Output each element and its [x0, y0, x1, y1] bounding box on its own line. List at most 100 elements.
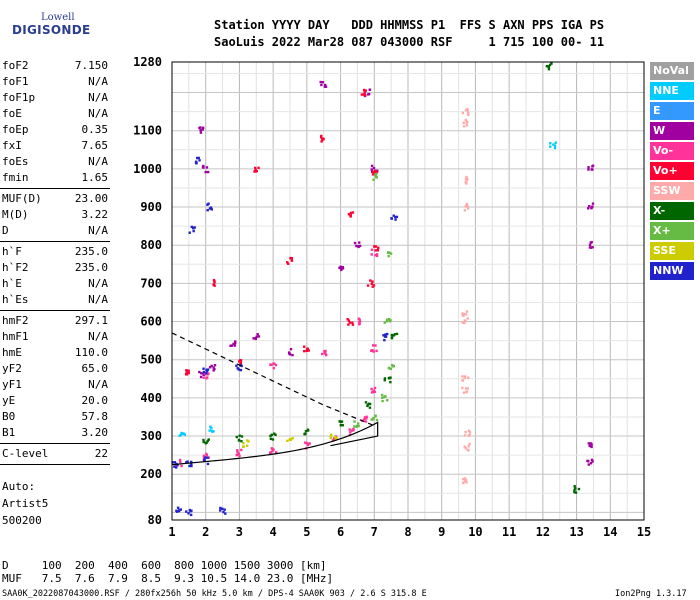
- data-point-w: [586, 459, 589, 463]
- data-point-vo-: [240, 448, 243, 452]
- auto-version: 500200: [2, 514, 42, 527]
- data-point-nnw: [188, 464, 191, 468]
- data-point-w: [591, 246, 594, 249]
- data-point-vo-: [271, 449, 274, 452]
- data-point-vo-: [376, 249, 380, 252]
- data-point-x-: [366, 404, 369, 408]
- data-point-w: [234, 341, 237, 345]
- data-point-vo-: [371, 173, 375, 176]
- data-point-vo-: [375, 349, 378, 353]
- data-point-nnw: [219, 509, 222, 512]
- data-point-x-: [206, 439, 209, 443]
- data-point-ssw: [461, 321, 464, 324]
- param-foe: foE N/A: [2, 106, 108, 122]
- data-point-ssw: [466, 204, 469, 208]
- data-point-x-: [372, 416, 375, 420]
- data-point-x-: [374, 174, 378, 178]
- data-point-nnw: [383, 338, 386, 342]
- data-point-w: [199, 375, 203, 379]
- data-point-nne: [210, 427, 213, 430]
- data-point-vo-: [236, 451, 239, 454]
- param-value: N/A: [88, 293, 108, 306]
- data-point-vo-: [348, 321, 352, 324]
- param-name: hmE: [2, 346, 22, 359]
- data-point-w: [591, 202, 595, 205]
- data-point-ssw: [461, 386, 464, 390]
- y-tick-label: 200: [140, 467, 162, 481]
- data-point-w: [588, 243, 592, 247]
- data-point-vo-: [237, 452, 241, 455]
- data-point-w: [323, 83, 327, 87]
- data-point-vo-: [270, 447, 273, 450]
- param-value: 65.0: [81, 362, 109, 375]
- param-value: 235.0: [74, 245, 108, 258]
- param-value: 3.22: [81, 208, 109, 221]
- data-point-ssw: [464, 181, 467, 184]
- data-point-x-: [547, 67, 551, 71]
- data-point-ssw: [468, 431, 472, 434]
- data-point-vo-: [364, 89, 367, 92]
- param-name: foEp: [2, 123, 29, 136]
- param-ye: yE 20.0: [2, 393, 108, 409]
- data-point-ssw: [466, 120, 469, 124]
- data-point-nne: [180, 431, 183, 435]
- data-point-x-: [273, 432, 276, 435]
- y-tick-label: 500: [140, 353, 162, 367]
- data-point-w: [341, 267, 345, 270]
- param-name: h`Es: [2, 293, 29, 306]
- data-point-nnw: [185, 510, 188, 513]
- data-point-w: [198, 370, 201, 374]
- data-point-x-: [384, 395, 387, 398]
- data-point-w: [376, 169, 379, 172]
- data-point-w: [321, 80, 325, 84]
- data-point-w: [205, 166, 209, 169]
- data-point-ssw: [466, 111, 470, 115]
- data-point-ssw: [461, 375, 464, 378]
- data-point-x-: [573, 490, 576, 494]
- data-point-vo-: [272, 366, 275, 370]
- param-c-level: C-level 22: [2, 446, 108, 462]
- data-point-vo-: [350, 429, 354, 432]
- data-point-nne: [553, 144, 557, 147]
- data-point-x-: [577, 487, 581, 491]
- data-point-x-: [338, 420, 341, 423]
- data-point-vo-: [365, 417, 368, 420]
- data-point-vo-: [320, 140, 323, 143]
- data-point-vo-: [202, 454, 206, 458]
- data-point-vo-: [175, 464, 178, 468]
- param-value: 297.1: [74, 314, 108, 327]
- data-point-vo-: [347, 319, 351, 322]
- data-point-vo-: [370, 387, 373, 391]
- data-point-nne: [549, 145, 552, 148]
- data-point-w: [587, 207, 590, 210]
- data-point-x-: [387, 254, 390, 258]
- data-point-w: [587, 166, 590, 169]
- auto-label: Auto:: [2, 480, 36, 493]
- data-point-x-: [383, 321, 386, 324]
- data-point-w: [587, 442, 591, 445]
- data-point-vo-: [254, 166, 257, 170]
- data-point-x-: [372, 178, 375, 181]
- data-point-x-: [374, 173, 377, 177]
- data-point-x-: [374, 415, 377, 418]
- data-point-w: [590, 206, 593, 209]
- y-tick-label: 900: [140, 200, 162, 214]
- data-point-ssw: [463, 375, 467, 378]
- data-point-vo-: [377, 246, 380, 249]
- param-name: foF1: [2, 75, 29, 88]
- param-name: foE: [2, 107, 22, 120]
- data-point-x-: [240, 440, 243, 443]
- data-point-nnw: [223, 508, 226, 511]
- data-point-w: [590, 443, 593, 446]
- data-point-x-: [375, 418, 379, 422]
- param-value: N/A: [88, 155, 108, 168]
- footer-distance-row: D 100 200 400 600 800 1000 1500 3000 [km…: [2, 559, 327, 572]
- footer-muf-row: MUF 7.5 7.6 7.9 8.5 9.3 10.5 14.0 23.0 […: [2, 572, 334, 585]
- data-point-sse: [246, 444, 249, 447]
- data-point-nnw: [190, 463, 193, 466]
- data-point-nnw: [178, 509, 181, 512]
- data-point-sse: [242, 441, 245, 445]
- data-point-w: [320, 83, 323, 87]
- data-point-x-: [235, 435, 238, 439]
